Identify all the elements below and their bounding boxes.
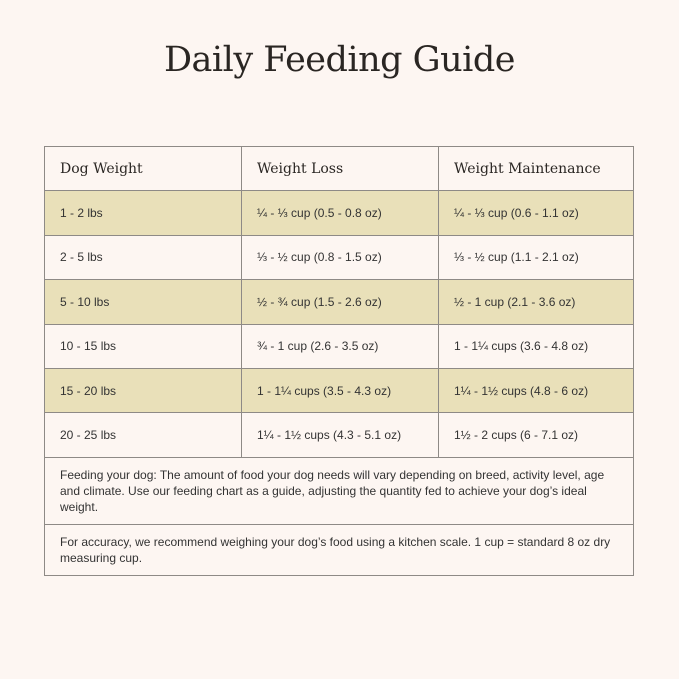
cell-dog-weight: 2 - 5 lbs — [45, 235, 242, 280]
feeding-table: Dog Weight Weight Loss Weight Maintenanc… — [44, 146, 634, 576]
cell-dog-weight: 15 - 20 lbs — [45, 368, 242, 413]
cell-weight-maintenance: ⅓ - ½ cup (1.1 - 2.1 oz) — [454, 250, 579, 265]
cell-weight-maintenance: 1½ - 2 cups (6 - 7.1 oz) — [454, 428, 579, 443]
cell-dog-weight: 1 - 2 lbs — [45, 191, 242, 235]
cell-weight-loss: 1 - 1¼ cups (3.5 - 4.3 oz) — [242, 368, 439, 413]
feeding-note: Feeding your dog: The amount of food you… — [45, 458, 633, 525]
header-dog-weight: Dog Weight — [45, 147, 242, 191]
table-row: 15 - 20 lbs 1 - 1¼ cups (3.5 - 4.3 oz) 1¼ … — [45, 368, 633, 414]
header-weight-loss: Weight Loss — [242, 147, 439, 191]
cell-dog-weight: 10 - 15 lbs — [45, 324, 242, 368]
table-row: 1 - 2 lbs ¼ - ⅓ cup (0.5 - 0.8 oz) ¼ - ⅓ c… — [45, 191, 633, 236]
table-row: 10 - 15 lbs ¾ - 1 cup (2.6 - 3.5 oz) 1 - 1… — [45, 324, 633, 369]
page-title: Daily Feeding Guide — [164, 40, 516, 80]
table-row: 20 - 25 lbs 1¼ - 1½ cups (4.3 - 5.1 oz) 1½… — [45, 413, 633, 458]
cell-weight-loss: ¼ - ⅓ cup (0.5 - 0.8 oz) — [242, 191, 439, 235]
table-header-row: Dog Weight Weight Loss Weight Maintenanc… — [45, 147, 633, 192]
cell-weight-maintenance: ¼ - ⅓ cup (0.6 - 1.1 oz) — [454, 206, 579, 221]
cell-weight-loss: ¾ - 1 cup (2.6 - 3.5 oz) — [242, 324, 439, 368]
accuracy-note: For accuracy, we recommend weighing your… — [60, 534, 611, 565]
header-weight-maintenance: Weight Maintenance — [454, 160, 601, 177]
cell-weight-maintenance: 1¼ - 1½ cups (4.8 - 6 oz) — [454, 383, 589, 398]
cell-weight-loss: 1¼ - 1½ cups (4.3 - 5.1 oz) — [242, 413, 439, 457]
table-row: 2 - 5 lbs ⅓ - ½ cup (0.8 - 1.5 oz) ⅓ - ½ c… — [45, 235, 633, 281]
cell-weight-loss: ½ - ¾ cup (1.5 - 2.6 oz) — [242, 280, 439, 324]
cell-dog-weight: 20 - 25 lbs — [45, 413, 242, 457]
table-row: 5 - 10 lbs ½ - ¾ cup (1.5 - 2.6 oz) ½ - 1 … — [45, 280, 633, 325]
cell-weight-maintenance: ½ - 1 cup (2.1 - 3.6 oz) — [454, 294, 576, 309]
cell-weight-maintenance: 1 - 1¼ cups (3.6 - 4.8 oz) — [454, 339, 589, 354]
cell-weight-loss: ⅓ - ½ cup (0.8 - 1.5 oz) — [242, 235, 439, 280]
cell-dog-weight: 5 - 10 lbs — [45, 280, 242, 324]
